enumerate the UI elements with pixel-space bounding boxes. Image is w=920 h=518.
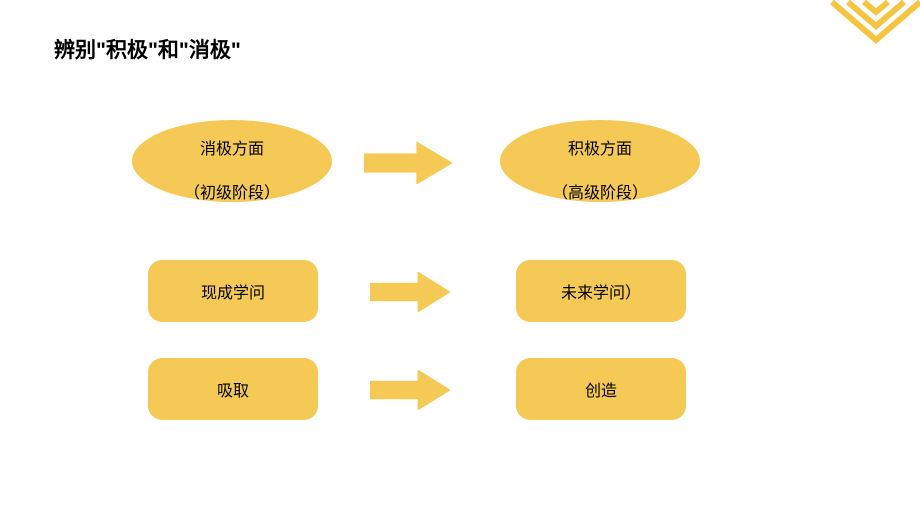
ellipse-passive: 消极方面 （初级阶段） (132, 120, 332, 202)
ellipse-passive-line2: （初级阶段） (184, 185, 280, 202)
ellipse-passive-line1: 消极方面 (200, 141, 264, 158)
rect-create-label: 创造 (585, 377, 617, 401)
ellipse-active-line1: 积极方面 (568, 141, 632, 158)
ellipse-passive-text: 消极方面 （初级阶段） (184, 116, 280, 206)
ellipse-active-line2: （高级阶段） (552, 185, 648, 202)
page-title: 辨别"积极"和"消极" (54, 34, 241, 64)
rect-existing-knowledge-label: 现成学问 (201, 279, 265, 303)
corner-chevron-ornament (820, 0, 920, 80)
rect-existing-knowledge: 现成学问 (148, 260, 318, 322)
arrow-row3 (370, 370, 450, 410)
rect-create: 创造 (516, 358, 686, 420)
rect-future-knowledge: 未来学问） (516, 260, 686, 322)
arrow-row2 (370, 272, 450, 312)
rect-absorb-label: 吸取 (217, 377, 249, 401)
rect-future-knowledge-label: 未来学问） (561, 279, 641, 303)
ellipse-active: 积极方面 （高级阶段） (500, 120, 700, 202)
ellipse-active-text: 积极方面 （高级阶段） (552, 116, 648, 206)
rect-absorb: 吸取 (148, 358, 318, 420)
arrow-row1 (364, 142, 452, 184)
